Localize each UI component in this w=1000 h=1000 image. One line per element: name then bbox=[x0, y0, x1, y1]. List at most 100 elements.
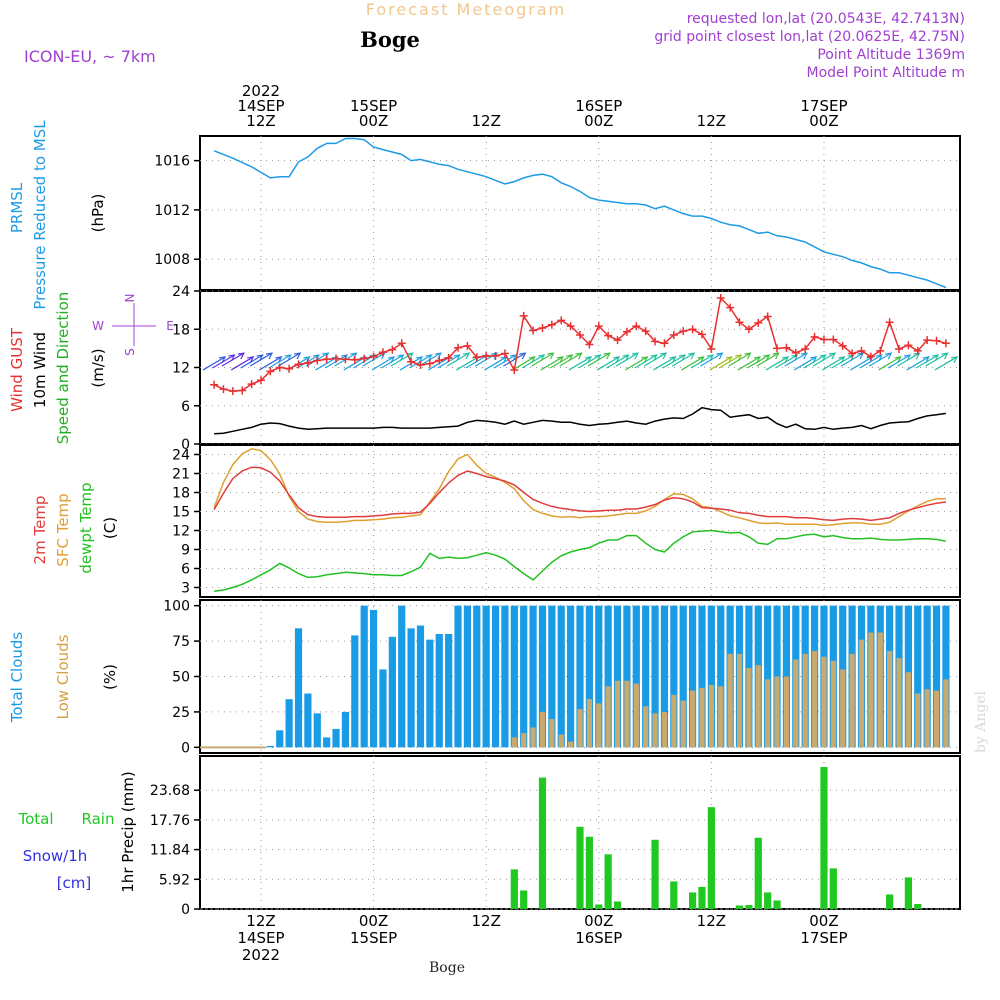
wind-arrow bbox=[868, 352, 892, 367]
compass-north: N bbox=[123, 294, 137, 303]
gust-marker bbox=[407, 357, 416, 366]
total-clouds-bar bbox=[613, 605, 622, 748]
low-clouds-bar bbox=[849, 653, 855, 748]
gust-marker bbox=[247, 380, 256, 389]
prmsl-label: PRMSL bbox=[8, 182, 26, 233]
bottom-tick-label: 15SEP bbox=[350, 929, 397, 947]
total-clouds-bar bbox=[304, 693, 312, 748]
low-clouds-bar bbox=[577, 709, 583, 748]
wind-arrow-head bbox=[247, 356, 255, 364]
model-altitude: Model Point Altitude m bbox=[807, 65, 966, 81]
low-clouds-bar bbox=[858, 639, 865, 748]
temp-2m-label: 2m Temp bbox=[31, 496, 49, 565]
clouds-unit: (%) bbox=[101, 664, 119, 690]
y-tick-label: 12 bbox=[172, 361, 190, 377]
gust-marker bbox=[416, 360, 425, 369]
wind-unit: (m/s) bbox=[89, 348, 107, 387]
gust-marker bbox=[454, 343, 463, 352]
gust-marker bbox=[913, 346, 922, 355]
y-tick-label: 0 bbox=[181, 437, 190, 453]
wind-arrow-head bbox=[922, 356, 930, 364]
wind-arrow-head bbox=[763, 354, 771, 362]
gust-marker bbox=[322, 355, 331, 364]
wind-arrow-head bbox=[753, 356, 761, 364]
total-clouds-bar bbox=[548, 605, 556, 748]
gust-marker bbox=[932, 336, 941, 345]
wind-arrow-head bbox=[275, 356, 283, 364]
gust-marker bbox=[238, 386, 247, 395]
gust-marker bbox=[829, 335, 838, 344]
wind-arrow-head bbox=[706, 354, 715, 362]
top-tick-label: 12Z bbox=[697, 112, 726, 130]
gust-marker bbox=[463, 341, 472, 350]
wind-arrow-head bbox=[622, 354, 630, 362]
gust-marker bbox=[585, 340, 594, 349]
y-tick-label: 23.68 bbox=[150, 783, 190, 799]
panel-3: 3 6 9 12 15 18 21 24 bbox=[172, 444, 961, 598]
gust-marker bbox=[444, 353, 453, 362]
wind-arrow bbox=[465, 354, 489, 369]
total-clouds-bar bbox=[510, 605, 518, 748]
wind-arrow-head bbox=[941, 352, 949, 360]
gust-marker bbox=[848, 349, 857, 358]
gust-marker bbox=[360, 354, 369, 363]
rain-bar bbox=[707, 807, 715, 909]
total-clouds-bar bbox=[360, 605, 368, 748]
wind-speed-series bbox=[214, 406, 947, 435]
gust-marker bbox=[576, 330, 584, 339]
low-clouds-bar bbox=[689, 690, 696, 748]
top-tick-label: 12Z bbox=[246, 112, 275, 130]
y-tick-label: 24 bbox=[172, 448, 190, 464]
gust-marker bbox=[538, 323, 547, 332]
rain-bar bbox=[820, 767, 828, 909]
y-tick-label: 25 bbox=[172, 705, 190, 721]
y-tick-label: 3 bbox=[181, 581, 190, 597]
wind-arrow-head bbox=[509, 354, 518, 362]
bottom-tick-label: 00Z bbox=[584, 912, 613, 930]
rain-bar bbox=[904, 877, 912, 909]
y-tick-label: 18 bbox=[172, 486, 190, 502]
y-tick-label: 11.84 bbox=[150, 843, 190, 859]
wind-arrow-head bbox=[631, 352, 639, 360]
wind-arrow-head bbox=[284, 354, 292, 362]
top-tick-label: 17SEP bbox=[800, 97, 847, 115]
temp-sfc-line bbox=[213, 448, 946, 527]
rain-bar bbox=[670, 881, 678, 909]
gust-marker bbox=[604, 331, 613, 340]
wind-arrow-head bbox=[659, 352, 668, 360]
low-clouds-bar bbox=[877, 632, 883, 748]
wind-arrow bbox=[915, 354, 939, 369]
gust-marker bbox=[773, 344, 782, 353]
gust-marker bbox=[557, 316, 566, 325]
wind-arrow bbox=[793, 356, 817, 371]
wind-arrow bbox=[371, 356, 395, 371]
total-clouds-bar bbox=[285, 699, 293, 748]
y-tick-label: 1008 bbox=[154, 252, 190, 268]
temp-2m-line bbox=[213, 466, 947, 522]
low-clouds-bar bbox=[811, 651, 818, 748]
total-clouds-bar bbox=[914, 605, 922, 748]
y-tick-label: 24 bbox=[172, 284, 190, 300]
panel-frame bbox=[199, 135, 961, 291]
wind-arrow-head bbox=[903, 354, 912, 362]
wind-arrow-head bbox=[528, 356, 536, 364]
low-clouds-bar bbox=[511, 737, 517, 748]
wind-arrow bbox=[381, 354, 404, 369]
wind-arrow-head bbox=[641, 356, 649, 364]
wind-arrow bbox=[596, 356, 620, 371]
total-clouds-bar bbox=[576, 605, 584, 748]
low-clouds-bar bbox=[661, 711, 668, 748]
gust-marker bbox=[510, 366, 519, 375]
total-clouds-bar bbox=[595, 605, 603, 748]
total-clouds-bar bbox=[379, 669, 387, 748]
snow-label: Snow/1h bbox=[23, 847, 88, 865]
low-clouds-bar bbox=[699, 687, 705, 748]
wind-arrow bbox=[503, 352, 526, 367]
bottom-tick-label: 12Z bbox=[246, 912, 275, 930]
wind-arrow bbox=[202, 356, 226, 371]
wind-arrow bbox=[859, 354, 883, 369]
total-clouds-bar bbox=[445, 634, 453, 748]
temp-2m-series bbox=[213, 466, 947, 522]
